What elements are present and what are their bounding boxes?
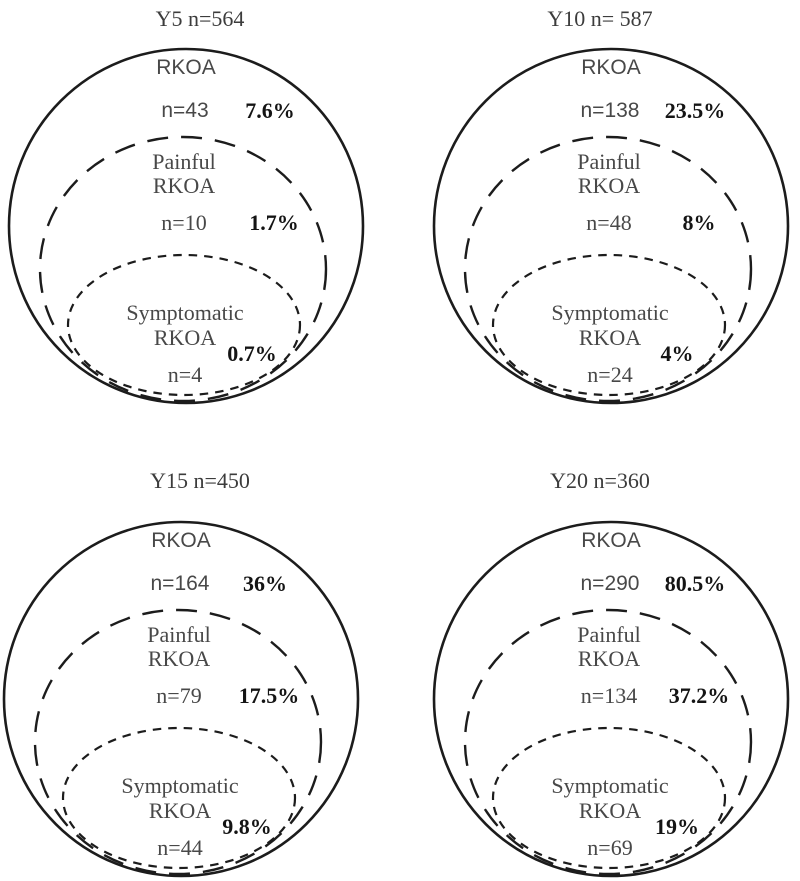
- panel-y15: Y15 n=450 RKOA n=164 36% Painful RKOA n=…: [0, 440, 400, 881]
- inner-count-label: n=44: [157, 835, 203, 860]
- inner-percent-label: 4%: [660, 341, 694, 366]
- venn-canvas: RKOA n=43 7.6% Painful RKOA n=10 1.7% Sy…: [0, 0, 400, 440]
- inner-set-label-line2: RKOA: [578, 325, 642, 350]
- outer-percent-label: 80.5%: [664, 571, 726, 596]
- venn-canvas: RKOA n=290 80.5% Painful RKOA n=134 37.2…: [425, 473, 800, 881]
- inner-percent-label: 9.8%: [222, 814, 272, 839]
- middle-count-label: n=134: [580, 683, 638, 708]
- inner-count-label: n=69: [587, 835, 633, 860]
- inner-ellipse-symptomatic-rkoa: [491, 253, 727, 397]
- inner-set-label-line2: RKOA: [148, 798, 212, 823]
- outer-count-label: n=138: [580, 99, 640, 122]
- middle-percent-label: 37.2%: [668, 683, 730, 708]
- middle-set-label-line1: Painful: [147, 622, 211, 647]
- outer-set-label: RKOA: [151, 529, 211, 552]
- middle-percent-label: 1.7%: [249, 210, 299, 235]
- inner-count-label: n=24: [587, 362, 633, 387]
- panel-y20: Y20 n=360 RKOA n=290 80.5% Painful RKOA …: [400, 440, 800, 881]
- middle-percent-label: 8%: [682, 210, 716, 235]
- outer-count-label: n=290: [580, 572, 640, 595]
- middle-ellipse-painful-rkoa: [33, 608, 323, 876]
- venn-canvas: RKOA n=164 36% Painful RKOA n=79 17.5% S…: [0, 473, 395, 881]
- inner-ellipse-symptomatic-rkoa: [61, 726, 297, 870]
- outer-set-label: RKOA: [581, 529, 641, 552]
- venn-rings: [7, 47, 365, 405]
- panel-title: Y5 n=564: [155, 6, 245, 31]
- middle-set-label-line1: Painful: [152, 149, 216, 174]
- outer-circle-rkoa: [7, 47, 365, 405]
- inner-set-label-line2: RKOA: [153, 325, 217, 350]
- venn-canvas: RKOA n=138 23.5% Painful RKOA n=48 8% Sy…: [425, 0, 800, 440]
- venn-rings: [2, 520, 360, 878]
- inner-set-label-line1: Symptomatic: [551, 773, 669, 798]
- inner-percent-label: 19%: [655, 814, 699, 839]
- outer-set-label: RKOA: [581, 56, 641, 79]
- middle-set-label-line1: Painful: [577, 149, 641, 174]
- outer-percent-label: 7.6%: [245, 98, 295, 123]
- outer-circle-rkoa: [2, 520, 360, 878]
- panel-title: Y15 n=450: [150, 468, 250, 493]
- panel-y10: Y10 n= 587 RKOA n=138 23.5% Painful RKOA…: [400, 0, 800, 440]
- middle-set-label-line2: RKOA: [577, 173, 641, 198]
- panel-title: Y20 n=360: [550, 468, 650, 493]
- outer-set-label: RKOA: [156, 56, 216, 79]
- middle-ellipse-painful-rkoa: [463, 608, 753, 876]
- middle-count-label: n=10: [161, 210, 207, 235]
- middle-set-label-line1: Painful: [577, 622, 641, 647]
- inner-percent-label: 0.7%: [227, 341, 277, 366]
- inner-count-label: n=4: [167, 362, 203, 387]
- middle-count-label: n=79: [156, 683, 202, 708]
- middle-set-label-line2: RKOA: [152, 173, 216, 198]
- inner-ellipse-symptomatic-rkoa: [66, 253, 302, 397]
- middle-count-label: n=48: [586, 210, 632, 235]
- inner-ellipse-symptomatic-rkoa: [491, 726, 727, 870]
- panel-y5: Y5 n=564 RKOA n=43 7.6% Painful RKOA n=1…: [0, 0, 400, 440]
- inner-set-label-line1: Symptomatic: [126, 300, 244, 325]
- middle-set-label-line2: RKOA: [577, 646, 641, 671]
- inner-set-label-line1: Symptomatic: [121, 773, 239, 798]
- middle-ellipse-painful-rkoa: [463, 135, 753, 403]
- outer-count-label: n=164: [150, 572, 210, 595]
- middle-set-label-line2: RKOA: [147, 646, 211, 671]
- inner-set-label-line1: Symptomatic: [551, 300, 669, 325]
- outer-circle-rkoa: [432, 47, 790, 405]
- outer-percent-label: 23.5%: [664, 98, 726, 123]
- outer-count-label: n=43: [161, 99, 209, 122]
- inner-set-label-line2: RKOA: [578, 798, 642, 823]
- panel-title: Y10 n= 587: [547, 6, 653, 31]
- venn-rings: [432, 520, 790, 878]
- middle-percent-label: 17.5%: [238, 683, 300, 708]
- outer-circle-rkoa: [432, 520, 790, 878]
- outer-percent-label: 36%: [243, 571, 287, 596]
- venn-rings: [432, 47, 790, 405]
- middle-ellipse-painful-rkoa: [38, 135, 328, 403]
